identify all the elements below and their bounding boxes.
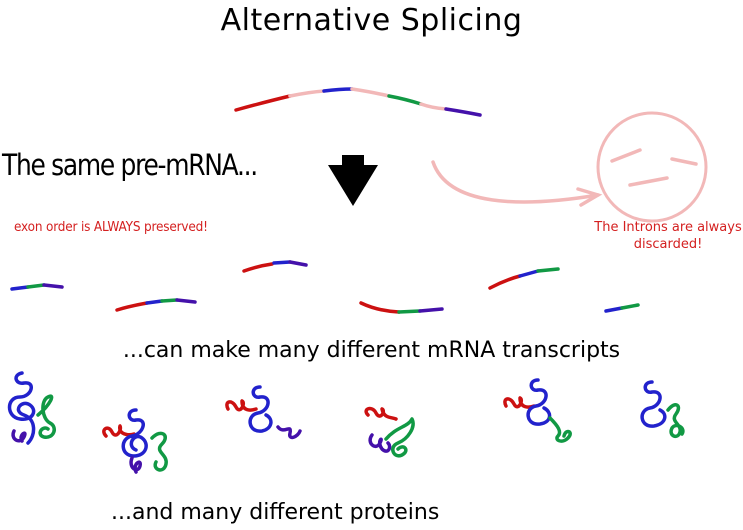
mrna-transcript-6 [604,303,640,313]
introns-arrowhead [576,187,603,207]
pre-mrna-strand [234,87,482,117]
discarded-introns-circle [596,111,708,223]
protein-2 [102,408,168,474]
exon-purple [444,107,482,117]
intron-2 [350,87,391,98]
introns-discarded-note: The Introns are always discarded! [594,220,742,252]
mrna-transcripts [10,260,640,314]
exon-green [387,94,423,106]
protein-6 [640,380,685,439]
many-mrna-label: ...can make many different mRNA transcri… [122,338,621,363]
same-pre-mrna-label: The same pre-mRNA... [2,148,258,182]
intron-1 [288,89,326,98]
protein-3 [225,385,302,440]
page-title: Alternative Splicing [220,3,523,38]
protein-5 [503,378,572,443]
proteins [7,371,685,474]
mrna-transcript-5 [488,267,560,290]
mrna-transcript-2 [115,298,197,312]
intron-3 [419,102,448,111]
mrna-transcript-1 [10,283,64,291]
introns-arrow [431,160,600,204]
protein-4 [364,406,415,458]
exon-blue [322,87,354,93]
mrna-transcript-4 [359,301,444,314]
exon-order-note: exon order is ALWAYS preserved! [14,220,208,235]
exon-red [234,94,292,112]
protein-1 [7,371,56,445]
mrna-transcript-3 [242,260,308,273]
many-proteins-label: ...and many different proteins [111,500,440,525]
down-arrow [328,155,378,206]
